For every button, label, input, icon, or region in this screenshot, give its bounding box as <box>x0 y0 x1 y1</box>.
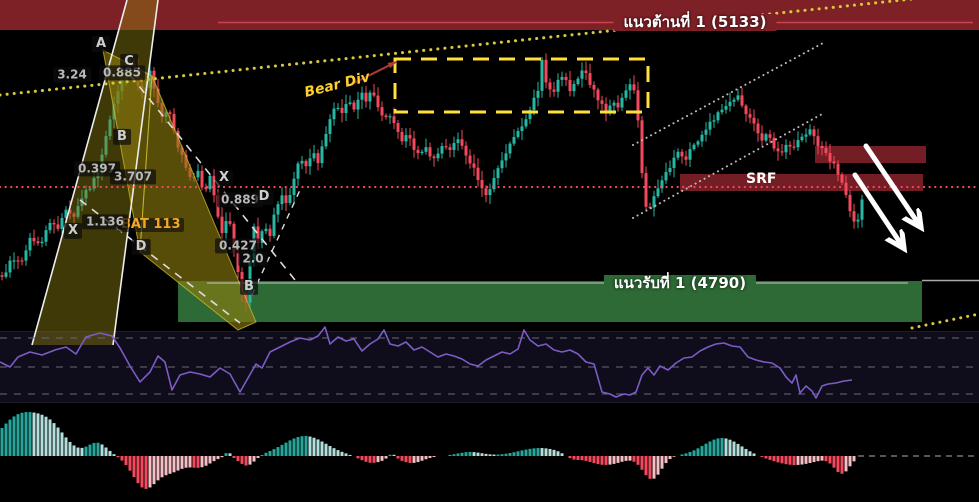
srf-label[interactable]: SRF <box>746 171 777 187</box>
projection-arrows[interactable] <box>351 61 920 247</box>
harmonic-label-3.24[interactable]: 3.24 <box>53 67 91 83</box>
harmonic-label-2.0[interactable]: 2.0 <box>238 251 268 267</box>
harmonic-pattern-drawing <box>31 0 301 346</box>
harmonic-label-0.889[interactable]: 0.889 <box>217 192 263 208</box>
harmonic-label-x[interactable]: X <box>63 222 83 240</box>
harmonic-label-1.136[interactable]: 1.136 <box>82 214 128 230</box>
harmonic-label-b[interactable]: B <box>240 278 258 296</box>
harmonic-label-x[interactable]: X <box>214 169 234 187</box>
harmonic-label-3.707[interactable]: 3.707 <box>110 169 156 185</box>
candlesticks <box>0 53 864 312</box>
bat-pattern-label[interactable]: BAT 113 <box>118 217 184 233</box>
harmonic-label-0.397[interactable]: 0.397 <box>74 161 120 177</box>
down-arrow <box>863 143 920 226</box>
consolidation-highlight-rect[interactable] <box>393 57 650 114</box>
harmonic-label-d[interactable]: D <box>254 188 274 206</box>
trendlines <box>0 0 979 330</box>
harmonic-label-b[interactable]: B <box>113 128 131 146</box>
harmonic-label-d[interactable]: D <box>131 238 151 256</box>
harmonic-label-c[interactable]: C <box>120 53 138 71</box>
bear-div-arrow <box>351 61 397 85</box>
harmonic-label-a[interactable]: A <box>91 35 111 53</box>
rsi-indicator <box>0 326 979 399</box>
down-arrow <box>852 172 903 247</box>
support-zone[interactable] <box>178 281 922 322</box>
support-label[interactable]: แนวรับที่ 1 (4790) <box>603 275 757 292</box>
harmonic-label-0.427[interactable]: 0.427 <box>215 238 261 254</box>
resistance-zone[interactable] <box>0 0 979 30</box>
macd-histogram <box>0 412 979 489</box>
resistance-label[interactable]: แนวต้านที่ 1 (5133) <box>613 14 777 31</box>
